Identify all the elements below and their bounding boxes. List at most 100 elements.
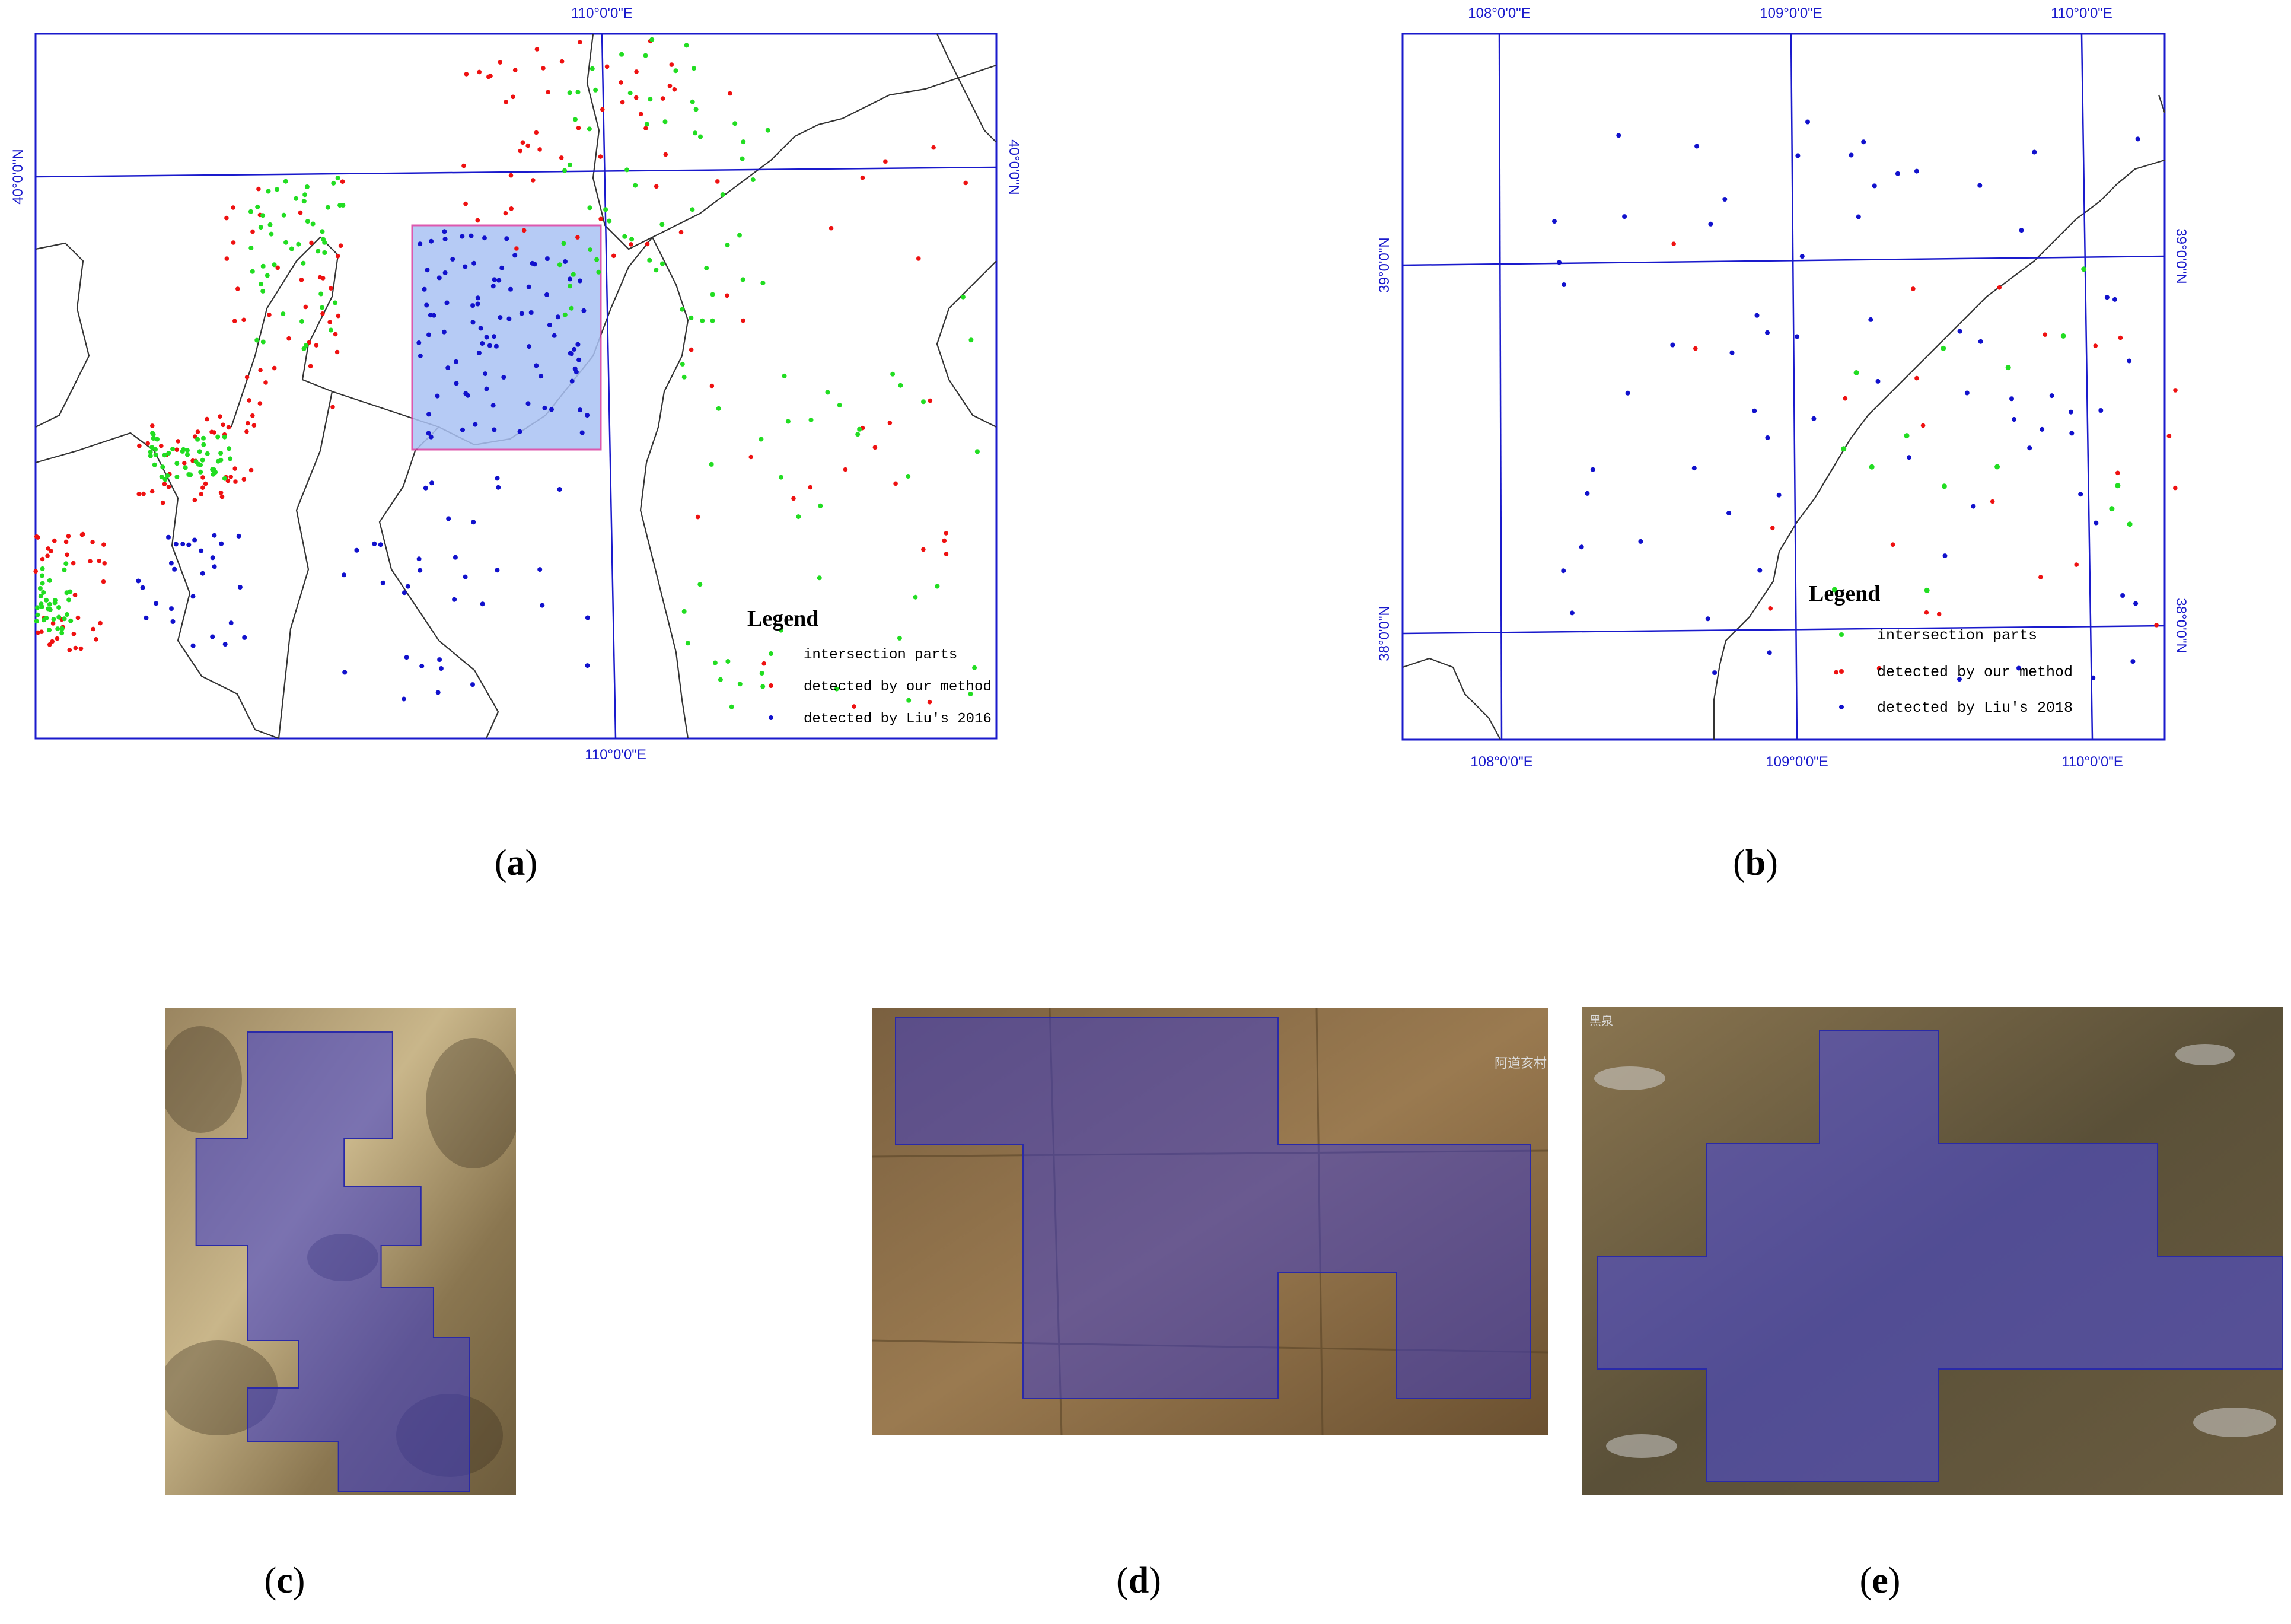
map-a-graticule (35, 33, 997, 739)
detection-point (883, 159, 888, 164)
detection-point (1616, 133, 1621, 138)
detection-point (219, 541, 224, 546)
detection-point (66, 597, 72, 603)
map-b-top-lon-label-3: 110°0'0"E (2051, 5, 2112, 21)
detection-point (199, 492, 204, 496)
map-b-bottom-lon-label-1: 108°0'0"E (1470, 754, 1532, 770)
detection-point (66, 534, 71, 539)
detection-point (725, 659, 731, 664)
map-b-bottom-lon-label-3: 110°0'0"E (2061, 754, 2123, 770)
detection-point (210, 634, 215, 639)
detection-point (600, 107, 605, 112)
detection-point (372, 541, 377, 546)
detection-point (568, 284, 573, 289)
detection-point (654, 268, 659, 273)
detection-point (47, 578, 52, 583)
detection-point (471, 520, 476, 525)
detection-point (235, 286, 240, 291)
detection-point (281, 311, 286, 317)
overlay-e-region (1597, 1030, 2283, 1482)
detection-point (193, 459, 199, 464)
detection-point (495, 568, 500, 573)
map-b-left-lat-label-2: 38°0'0"N (1376, 606, 1393, 661)
detection-point (2027, 445, 2032, 451)
panel-b-svg: 108°0'0"E 109°0'0"E 110°0'0"E 108°0'0"E … (1376, 5, 2189, 770)
detection-point (692, 66, 696, 71)
detection-point (860, 175, 865, 180)
detection-point (283, 240, 289, 245)
detection-point (210, 555, 215, 561)
detection-point (604, 64, 610, 69)
detection-point (834, 686, 839, 692)
detection-point (712, 660, 718, 665)
detection-point (218, 451, 224, 456)
detection-point (1569, 610, 1575, 616)
detection-point (221, 422, 225, 428)
detection-point (328, 327, 333, 333)
detection-point (272, 365, 277, 371)
detection-point (620, 100, 625, 105)
map-b-detections (1552, 119, 2178, 682)
detection-point (340, 179, 345, 184)
detection-point (201, 442, 206, 447)
detection-point (335, 176, 340, 181)
detection-point (423, 485, 428, 491)
panel-d-satellite: 阿道亥村 (871, 1008, 1548, 1436)
detection-point (509, 206, 514, 211)
detection-point (672, 87, 677, 92)
detection-point (498, 60, 502, 65)
detection-point (320, 276, 326, 281)
detection-point (681, 374, 687, 380)
detection-point (246, 421, 250, 426)
detection-point (174, 475, 180, 480)
detection-point (2038, 575, 2043, 579)
detection-point (490, 284, 496, 289)
detection-point (710, 318, 715, 323)
detection-point (647, 257, 652, 263)
detection-point (557, 487, 562, 492)
detection-point (1868, 317, 1873, 322)
detection-point (972, 665, 977, 670)
detection-point (498, 315, 503, 320)
detection-point (495, 476, 500, 481)
detection-point (442, 229, 447, 234)
detection-point (416, 556, 422, 562)
detection-point (35, 612, 40, 617)
map-b-boundaries (1402, 94, 2166, 740)
detection-point (159, 475, 164, 479)
detection-point (155, 437, 160, 442)
detection-point (65, 552, 69, 558)
detection-point (55, 636, 60, 641)
detection-point (741, 139, 746, 145)
detection-point (233, 479, 238, 484)
detection-point (644, 122, 649, 127)
detection-point (1876, 665, 1882, 671)
detection-point (585, 663, 590, 668)
detection-point (629, 242, 633, 247)
detection-point (547, 323, 552, 327)
detection-point (843, 467, 848, 472)
detection-point (260, 263, 266, 269)
detection-point (728, 91, 732, 96)
detection-point (690, 207, 695, 212)
detection-point (718, 677, 723, 682)
detection-point (585, 615, 590, 620)
detection-point (725, 293, 729, 298)
detection-point (299, 319, 304, 324)
detection-point (1856, 214, 1861, 219)
map-a-legend-item-ours: detected by our method (804, 679, 992, 695)
detection-point (218, 491, 224, 495)
detection-point (2118, 335, 2123, 340)
detection-point (47, 601, 52, 607)
detection-point (2069, 431, 2075, 436)
detection-point (508, 173, 514, 178)
detection-point (1834, 670, 1838, 675)
map-a-legend-item-liu: detected by Liu's 2016 (804, 711, 992, 727)
detection-point (633, 183, 638, 188)
detection-point (1843, 396, 1848, 401)
detection-point (304, 343, 308, 348)
detection-point (183, 465, 188, 470)
map-b-right-lat-label-1: 39°0'0"N (2173, 228, 2189, 284)
detection-point (173, 542, 179, 547)
detection-point (51, 617, 56, 622)
